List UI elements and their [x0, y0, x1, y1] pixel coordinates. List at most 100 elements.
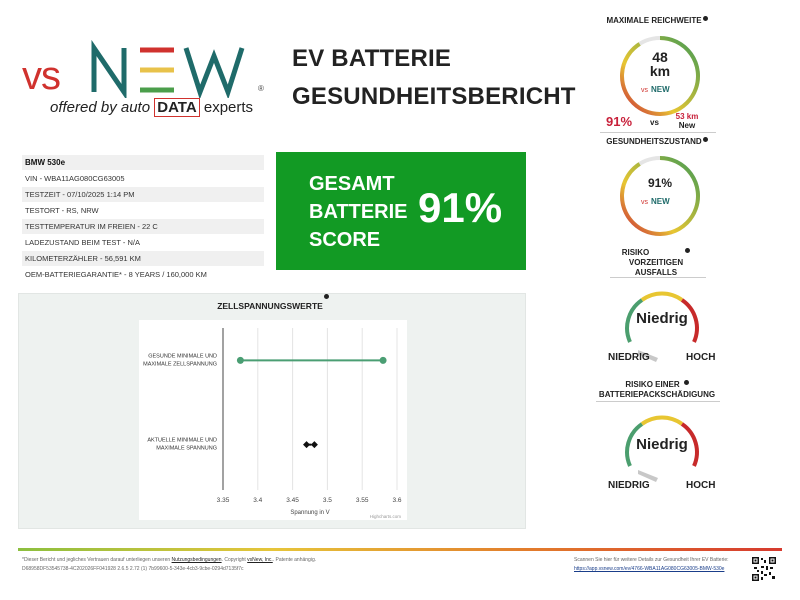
- range-vs: vs: [650, 118, 659, 127]
- info-icon[interactable]: [702, 16, 708, 21]
- risk-pack-title-1: RISIKO EINER: [586, 380, 728, 390]
- cell-voltage-svg: 3.35 3.4 3.45 3.5 3.55 3.6 Spannung in V GESUND…: [143, 328, 402, 519]
- health-title-text: GESUNDHEITSZUSTAND: [606, 137, 702, 146]
- cell-voltage-title: ZELLSPANNUNGSWERTE: [19, 294, 527, 318]
- footer-gradient-bar: [18, 548, 782, 551]
- range-km-value: 48: [652, 49, 668, 65]
- category-label: GESUNDE MINIMALE UND: [148, 353, 217, 359]
- disclaimer-text: *Dieser Bericht und jegliches Vertrauen …: [22, 557, 171, 563]
- score-label-line-1: GESAMT: [309, 173, 395, 195]
- risk-pack-low: NIEDRIG: [608, 480, 650, 491]
- terms-link[interactable]: Nutzungsbedingungen: [171, 557, 222, 563]
- range-new-label: New: [678, 121, 696, 130]
- risk-pack-title-2: BATTERIEPACKSCHÄDIGUNG: [598, 390, 716, 399]
- title-line-2: GESUNDHEITSBERICHT: [292, 83, 576, 110]
- footer-code: D68958DF53545738-4C202026FF041928 2.6.5 …: [22, 566, 244, 572]
- tagline-prefix: offered by auto: [50, 99, 151, 116]
- footer-scan: Scannen Sie hier für weitere Details zur…: [574, 556, 746, 574]
- score-label-line-2: BATTERIE: [309, 201, 408, 223]
- health-title: GESUNDHEITSZUSTAND: [598, 137, 716, 147]
- category-label: MAXIMALE ZELLSPANNUNG: [143, 361, 217, 367]
- risk-early-value: Niedrig: [636, 310, 688, 327]
- range-ring: [620, 36, 700, 116]
- risk-early-title-1: RISIKO: [604, 248, 708, 258]
- gauge-needle: [638, 350, 658, 362]
- divider: [600, 132, 716, 133]
- scan-text: Scannen Sie hier für weitere Details zur…: [574, 557, 729, 563]
- cell-voltage-panel: ZELLSPANNUNGSWERTE 3.35 3.4 3.45 3.5 3.55 3.6…: [18, 293, 526, 529]
- chart-credit: Highcharts.com: [370, 514, 402, 519]
- title-line-1: EV BATTERIE: [292, 45, 452, 72]
- range-new: 53 km New: [672, 112, 702, 130]
- range-title: MAXIMALE REICHWEITE: [598, 16, 716, 26]
- info-icon[interactable]: [323, 294, 329, 299]
- logo-tagline: offered by auto DATA experts: [50, 98, 253, 117]
- cell-voltage-chart: 3.35 3.4 3.45 3.5 3.55 3.6 Spannung in V GESUND…: [139, 320, 407, 520]
- x-tick-label: 3.6: [392, 497, 401, 504]
- battery-score-box: GESAMT BATTERIE SCORE 91%: [276, 152, 526, 270]
- risk-early-gauge: [625, 291, 699, 362]
- dumbbell-high-point: [310, 441, 318, 449]
- health-arc: [620, 156, 700, 236]
- dumbbell-high-point: [379, 356, 387, 364]
- range-mini-logo: vs NEW: [641, 85, 670, 94]
- svg-text:vs: vs: [641, 87, 649, 94]
- x-tick-label: 3.35: [217, 497, 230, 504]
- health-mini-logo: vs NEW: [641, 197, 670, 206]
- range-percent: 91%: [606, 114, 633, 129]
- info-row-warranty: OEM-BATTERIEGARANTIE* - 8 YEARS / 160,00…: [22, 267, 264, 283]
- x-tick-label: 3.5: [323, 497, 332, 504]
- risk-pack-gauge: [625, 415, 699, 482]
- scan-url-link[interactable]: https://app.vsnew.com/ev/4766-WBA11AG080…: [574, 566, 725, 572]
- divider: [596, 401, 720, 402]
- company-link[interactable]: vsNew, Inc.: [247, 557, 273, 563]
- info-row-test-time: TESTZEIT - 07/10/2025 1:14 PM: [22, 187, 264, 203]
- risk-pack-high: HOCH: [686, 480, 716, 491]
- x-tick-label: 3.55: [356, 497, 369, 504]
- footer-disclaimer-line: *Dieser Bericht und jegliches Vertrauen …: [22, 556, 542, 565]
- logo-new-wordmark: [91, 40, 245, 98]
- info-row-vin: VIN - WBA11AG080CG63005: [22, 171, 264, 187]
- divider: [610, 277, 706, 278]
- x-tick-label: 3.45: [286, 497, 299, 504]
- score-label-line-3: SCORE: [309, 229, 381, 251]
- info-icon[interactable]: [685, 248, 691, 253]
- info-row-odometer: KILOMETERZÄHLER - 56,591 KM: [22, 251, 264, 267]
- dumbbell-low-point: [303, 441, 311, 449]
- health-ring: [620, 156, 700, 236]
- range-km: 48 km: [630, 50, 690, 78]
- category-label: MAXIMALE SPANNUNG: [156, 446, 217, 452]
- info-row-outdoor-temp: TESTTEMPERATUR IM FREIEN - 22 C: [22, 219, 264, 235]
- info-row-charge-state: LADEZUSTAND BEIM TEST - N/A: [22, 235, 264, 251]
- vsnew-logo: vs ® offered by auto DATA experts: [22, 40, 272, 130]
- logo-vs: vs: [22, 54, 61, 98]
- risk-early-high: HOCH: [686, 352, 716, 363]
- svg-text:NEW: NEW: [651, 85, 670, 94]
- registered-mark: ®: [258, 84, 264, 93]
- risk-pack-title-1-text: RISIKO EINER: [625, 380, 680, 389]
- risk-early-title-2: VORZEITIGEN: [628, 258, 684, 267]
- gauge-needle: [638, 470, 658, 482]
- copyright-text: . Copyright: [221, 557, 246, 563]
- report-title: EV BATTERIE GESUNDHEITSBERICHT: [292, 40, 592, 116]
- x-axis-label: Spannung in V: [290, 510, 329, 516]
- risk-pack-title: RISIKO EINER BATTERIEPACKSCHÄDIGUNG: [586, 380, 728, 400]
- risk-pack-value: Niedrig: [636, 436, 688, 453]
- qr-code-icon[interactable]: [752, 557, 776, 581]
- range-arc: [620, 36, 700, 116]
- category-label: AKTUELLE MINIMALE UND: [147, 438, 217, 444]
- vehicle-info-table: BMW 530e VIN - WBA11AG080CG63005 TESTZEI…: [22, 155, 264, 283]
- risk-early-title-1-text: RISIKO: [621, 248, 650, 257]
- info-row-test-location: TESTORT - RS, NRW: [22, 203, 264, 219]
- score-label: GESAMT BATTERIE SCORE: [309, 170, 419, 254]
- range-title-text: MAXIMALE REICHWEITE: [606, 16, 702, 25]
- risk-early-title: RISIKO VORZEITIGEN AUSFALLS: [604, 248, 708, 278]
- score-value: 91%: [418, 184, 503, 231]
- risk-early-low: NIEDRIG: [608, 352, 650, 363]
- info-icon[interactable]: [683, 380, 689, 385]
- risk-early-title-3: AUSFALLS: [634, 268, 678, 277]
- patent-text: . Patente anhängig.: [272, 557, 317, 563]
- info-icon[interactable]: [702, 137, 708, 142]
- vehicle-model: BMW 530e: [22, 155, 264, 171]
